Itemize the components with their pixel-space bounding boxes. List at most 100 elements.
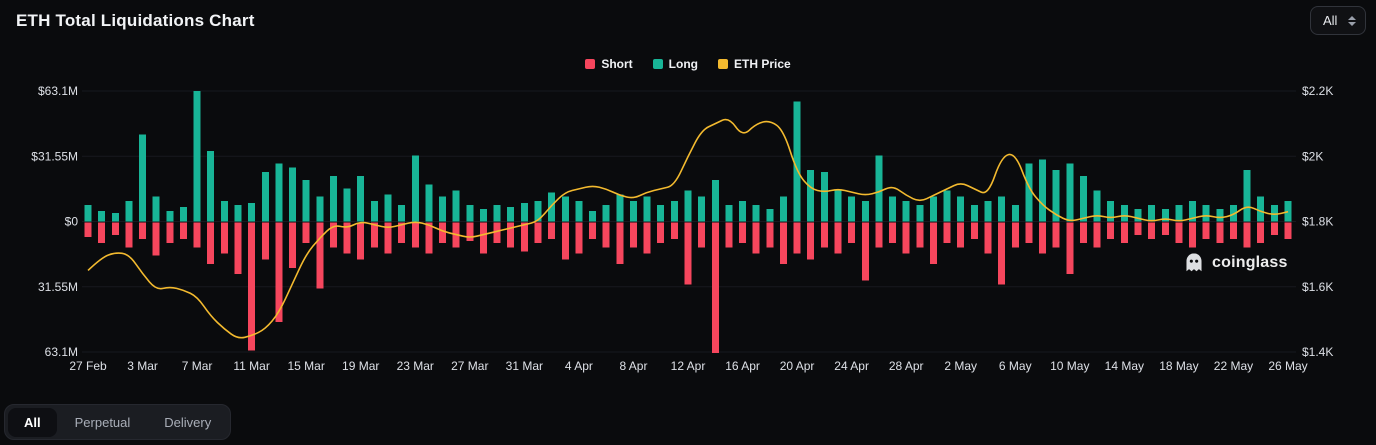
- short-bar: [861, 222, 869, 281]
- short-bar: [1202, 222, 1210, 240]
- tab-all[interactable]: All: [8, 407, 57, 437]
- long-bar: [1039, 159, 1047, 222]
- right-axis-tick: $1.8K: [1302, 215, 1333, 229]
- long-bar: [166, 211, 174, 222]
- short-bar: [984, 222, 992, 254]
- x-axis-tick: 27 Feb: [69, 359, 107, 373]
- long-bar: [929, 196, 937, 222]
- long-bar: [1025, 163, 1033, 222]
- left-axis-tick: 63.1M: [45, 345, 78, 359]
- long-bar: [1189, 200, 1197, 222]
- right-axis-tick: $1.6K: [1302, 280, 1333, 294]
- short-bar: [684, 222, 692, 285]
- long-bar: [316, 196, 324, 222]
- left-axis-tick: $0: [65, 215, 79, 229]
- left-axis-tick: 31.55M: [38, 280, 78, 294]
- x-axis-tick: 2 May: [944, 359, 977, 373]
- long-bar: [1120, 204, 1128, 222]
- long-swatch-icon: [652, 59, 663, 69]
- short-bar: [111, 222, 119, 235]
- long-bar: [616, 194, 624, 222]
- long-bar: [493, 204, 501, 222]
- short-bar: [166, 222, 174, 244]
- page-title: ETH Total Liquidations Chart: [16, 11, 255, 30]
- long-bar: [534, 200, 542, 222]
- short-bar: [234, 222, 242, 275]
- long-bar: [1107, 200, 1115, 222]
- short-bar: [657, 222, 665, 244]
- right-axis-tick: $1.4K: [1302, 345, 1333, 359]
- time-range-dropdown[interactable]: All: [1310, 6, 1366, 35]
- long-bar: [820, 171, 828, 222]
- short-bar: [766, 222, 774, 248]
- long-bar: [179, 207, 187, 222]
- short-bar: [889, 222, 897, 244]
- long-bar: [520, 202, 528, 222]
- short-bar: [807, 222, 815, 260]
- watermark-text: coinglass: [1212, 254, 1288, 271]
- x-axis-tick: 11 Mar: [233, 359, 269, 373]
- short-bar: [902, 222, 910, 254]
- long-bar: [670, 200, 678, 222]
- legend-item-eth-price[interactable]: ETH Price: [717, 57, 791, 71]
- legend-item-short[interactable]: Short: [585, 57, 633, 71]
- short-bar: [98, 222, 106, 244]
- short-bar: [520, 222, 528, 252]
- x-axis-tick: 8 Apr: [619, 359, 647, 373]
- long-bar: [1202, 204, 1210, 222]
- long-bar: [889, 196, 897, 222]
- long-bar: [916, 204, 924, 222]
- short-bar: [1093, 222, 1101, 248]
- long-bar: [1229, 204, 1237, 222]
- long-bar: [779, 196, 787, 222]
- eth-price-swatch-icon: [717, 59, 728, 69]
- long-bar: [902, 200, 910, 222]
- short-bar: [439, 222, 447, 244]
- long-bar: [425, 184, 433, 222]
- left-axis-tick: $31.55M: [31, 149, 78, 163]
- long-bar: [698, 196, 706, 222]
- x-axis-tick: 28 Apr: [889, 359, 924, 373]
- long-bar: [848, 196, 856, 222]
- tab-perpetual[interactable]: Perpetual: [59, 408, 147, 437]
- long-bar: [1093, 190, 1101, 222]
- short-bar: [1175, 222, 1183, 244]
- short-bar: [507, 222, 515, 248]
- long-bar: [1257, 196, 1265, 222]
- short-bar: [479, 222, 487, 254]
- legend-item-long[interactable]: Long: [652, 57, 698, 71]
- long-bar: [302, 180, 310, 222]
- long-bar: [1148, 204, 1156, 222]
- short-bar: [916, 222, 924, 248]
- long-bar: [739, 200, 747, 222]
- short-bar: [1052, 222, 1060, 248]
- time-range-dropdown-value: All: [1323, 13, 1338, 28]
- long-bar: [684, 190, 692, 222]
- long-bar: [343, 188, 351, 222]
- short-swatch-icon: [585, 59, 596, 69]
- x-axis-tick: 23 Mar: [397, 359, 434, 373]
- short-bar: [561, 222, 569, 260]
- short-bar: [1270, 222, 1278, 235]
- x-axis-tick: 6 May: [999, 359, 1032, 373]
- x-axis-tick: 24 Apr: [834, 359, 869, 373]
- long-bar: [152, 196, 160, 222]
- long-bar: [370, 200, 378, 222]
- x-axis-tick: 18 May: [1159, 359, 1198, 373]
- liquidations-chart-canvas[interactable]: $63.1M $31.55M $0 31.55M 63.1M $2.2K $2K $1.8K $…: [0, 0, 1376, 400]
- short-bar: [1161, 222, 1169, 235]
- short-bar: [1079, 222, 1087, 244]
- short-bar: [943, 222, 951, 244]
- tab-delivery[interactable]: Delivery: [148, 408, 227, 437]
- short-bar: [998, 222, 1006, 285]
- long-bar: [466, 204, 474, 222]
- long-bar: [248, 202, 256, 222]
- legend-label-short: Short: [601, 57, 633, 71]
- long-bar: [1243, 169, 1251, 222]
- short-bar: [957, 222, 965, 248]
- long-bar: [589, 211, 597, 222]
- long-bar: [1079, 176, 1087, 222]
- short-bar: [970, 222, 978, 240]
- long-bar: [1216, 209, 1224, 222]
